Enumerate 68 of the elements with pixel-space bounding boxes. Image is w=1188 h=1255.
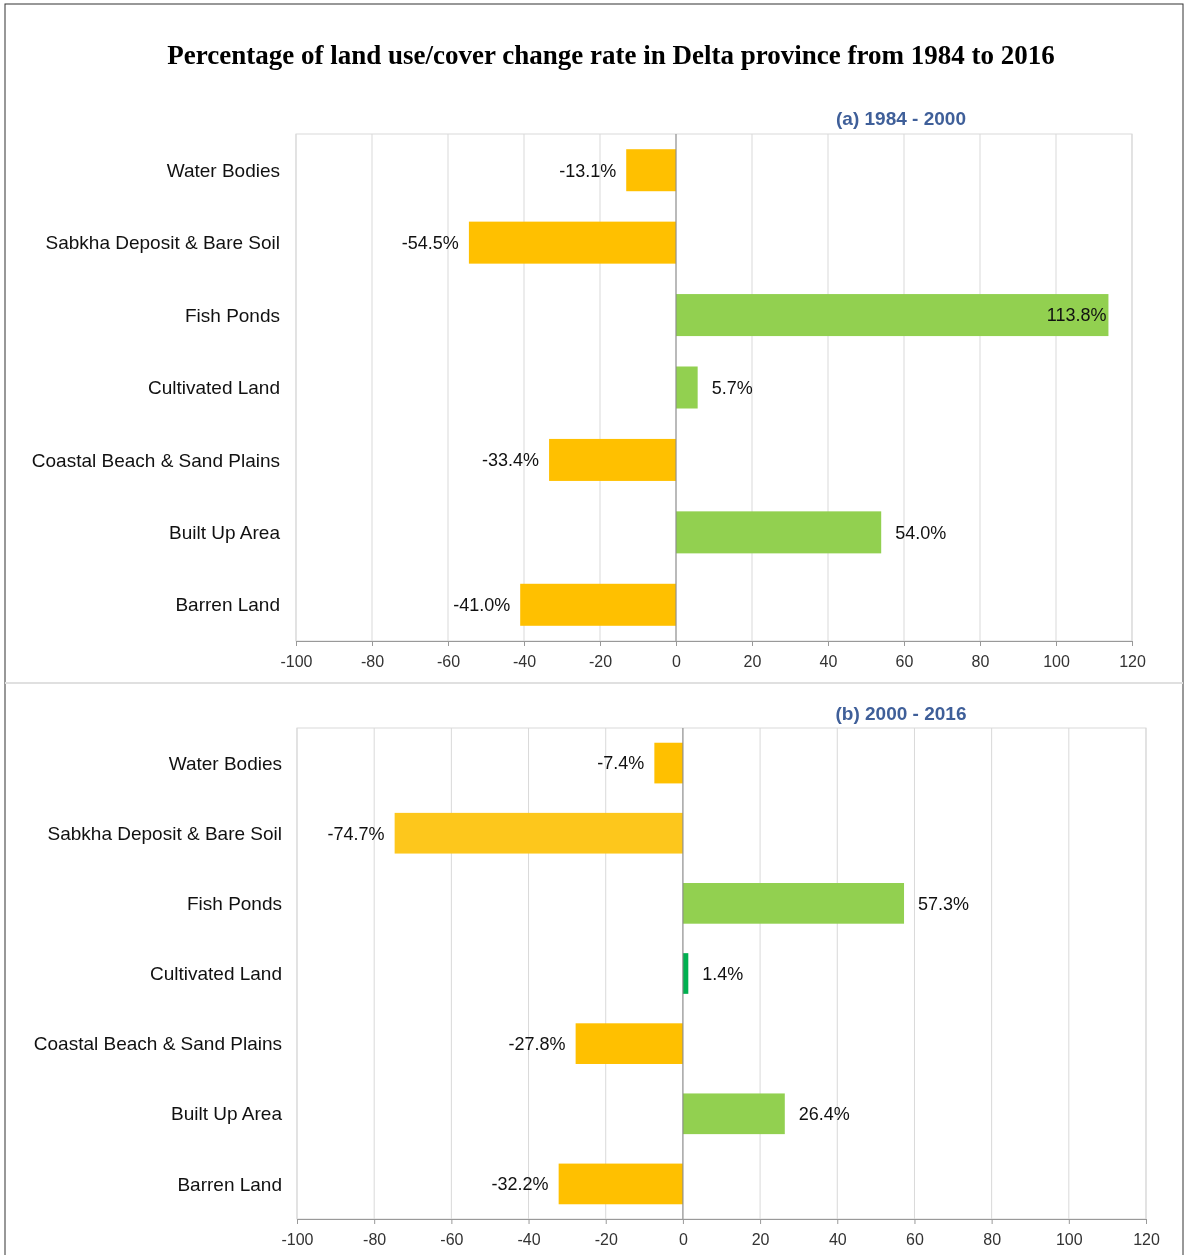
x-tick-label: -40 [517, 1230, 541, 1248]
y-tick-label: Sabkha Deposit & Bare Soil [47, 822, 282, 844]
y-tick-label: Cultivated Land [149, 963, 282, 985]
y-tick-label: Fish Ponds [186, 893, 282, 915]
y-tick-label: Barren Land [177, 1173, 282, 1195]
data-label: 54.0% [895, 522, 947, 543]
data-label: -41.0% [453, 595, 511, 616]
x-tick-label: -60 [440, 1230, 464, 1248]
x-tick-label: 40 [819, 652, 838, 670]
bar [558, 1163, 683, 1205]
y-tick-label: Fish Ponds [184, 304, 280, 326]
y-tick-label: Coastal Beach & Sand Plains [33, 1033, 282, 1055]
y-tick-label: Built Up Area [169, 522, 281, 544]
chart-subtitle: (a) 1984 - 2000 [836, 108, 966, 129]
x-tick-label: -60 [436, 652, 461, 670]
data-label: -32.2% [491, 1174, 549, 1195]
bar [394, 812, 683, 854]
x-tick-label: 120 [1133, 1230, 1160, 1248]
x-tick-label: 40 [828, 1230, 847, 1248]
data-label: -27.8% [508, 1033, 566, 1054]
x-tick-label: -20 [588, 652, 613, 670]
data-label: -33.4% [482, 450, 540, 471]
y-tick-label: Water Bodies [168, 752, 282, 774]
bar [575, 1023, 683, 1064]
y-tick-label: Barren Land [175, 594, 280, 616]
bar [676, 366, 698, 409]
data-label: 113.8% [1046, 305, 1107, 326]
data-label: 1.4% [702, 963, 744, 984]
bar [468, 221, 676, 264]
chart-title: (b) 2000 - 2016 [835, 703, 967, 724]
x-tick-label: 60 [906, 1230, 924, 1248]
bar [682, 1093, 785, 1135]
x-tick-label: 100 [1043, 652, 1070, 670]
bar [682, 883, 905, 924]
x-tick-label: 20 [751, 1230, 770, 1248]
data-label: 26.4% [798, 1104, 850, 1125]
y-tick-label: Built Up Area [171, 1103, 283, 1125]
x-tick-label: 20 [743, 652, 762, 670]
x-tick-label: -80 [363, 1230, 387, 1248]
data-label: 57.3% [918, 893, 970, 914]
bar [676, 511, 882, 554]
x-tick-label: -100 [280, 652, 313, 670]
data-label: -74.7% [327, 823, 385, 844]
chart-title: Percentage of land use/cover change rate in Delta province from 1984 to 2016 [167, 40, 1055, 70]
x-tick-label: 0 [672, 652, 682, 670]
bar [654, 742, 683, 784]
x-tick-label: 60 [895, 652, 914, 670]
x-tick-label: -100 [281, 1230, 314, 1248]
x-tick-label: -20 [594, 1230, 618, 1248]
bar [626, 149, 676, 192]
bar [676, 294, 1109, 337]
bar [520, 583, 676, 626]
x-tick-label: -40 [512, 652, 537, 670]
x-tick-label: 80 [983, 1230, 1002, 1248]
y-tick-label: Water Bodies [166, 159, 280, 181]
data-label: -54.5% [401, 232, 459, 253]
x-tick-label: 120 [1119, 652, 1146, 670]
x-tick-label: 0 [678, 1230, 688, 1248]
y-tick-label: Cultivated Land [147, 377, 280, 399]
data-label: 5.7% [711, 377, 753, 398]
x-tick-label: 100 [1055, 1230, 1083, 1248]
bar [549, 438, 676, 481]
y-tick-label: Sabkha Deposit & Bare Soil [45, 232, 280, 254]
data-label: -7.4% [597, 753, 645, 774]
data-label: -13.1% [559, 160, 617, 181]
x-tick-label: 80 [971, 652, 990, 670]
x-tick-label: -80 [360, 652, 385, 670]
y-tick-label: Coastal Beach & Sand Plains [31, 449, 280, 471]
